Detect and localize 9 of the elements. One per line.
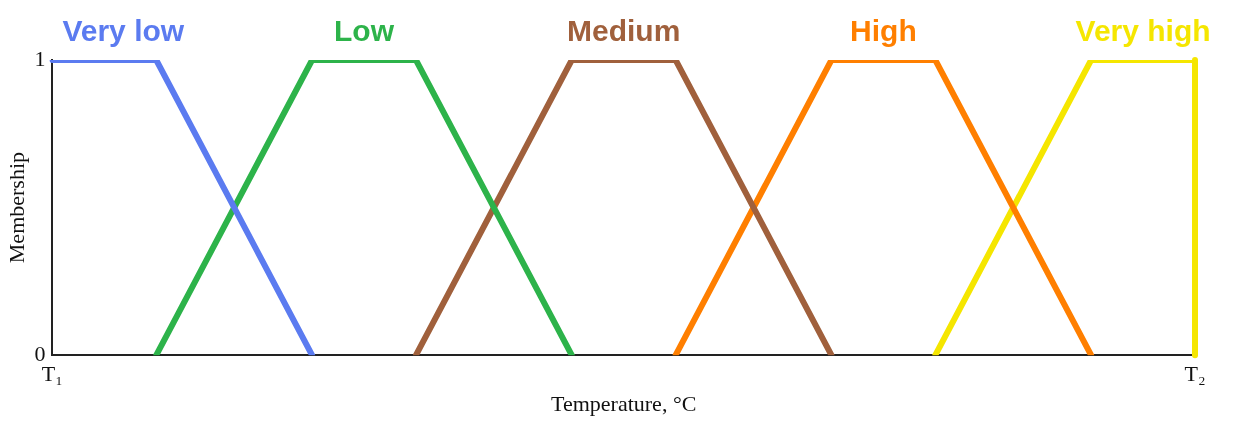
series-label: Medium <box>567 14 681 48</box>
series-label: Very high <box>1075 14 1211 48</box>
x-tick-label: T₂ <box>1184 361 1206 387</box>
y-tick-label: 1 <box>34 45 46 71</box>
series-label: Very low <box>62 14 185 48</box>
series-label: Low <box>334 14 395 48</box>
x-axis-title: Temperature, °C <box>551 390 697 416</box>
y-axis-title: Membership <box>3 152 29 264</box>
series-label: High <box>850 14 917 48</box>
